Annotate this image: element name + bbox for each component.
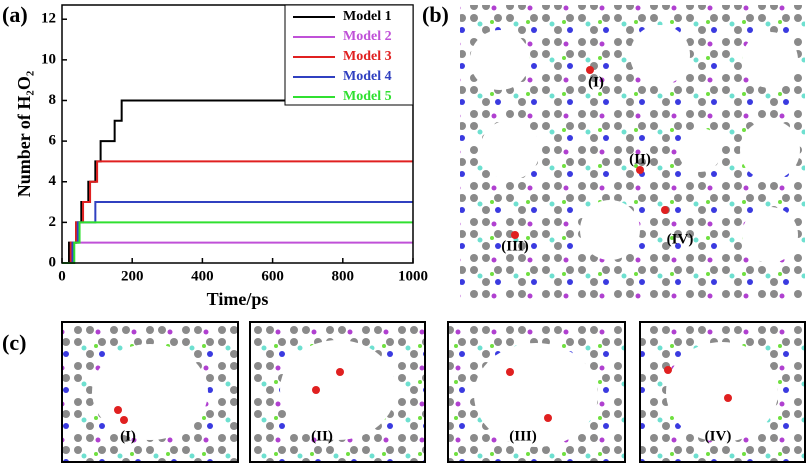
y-tick-label: 10 (41, 51, 56, 67)
x-tick-label: 600 (261, 268, 284, 284)
y-tick-label: 8 (49, 92, 57, 108)
y-tick-label: 2 (49, 214, 57, 230)
y-tick-label: 6 (49, 133, 57, 149)
series-line (62, 241, 413, 264)
y-tick-label: 4 (49, 173, 57, 189)
site-label: (II) (311, 428, 333, 444)
panel-label: (a) (2, 2, 28, 27)
x-axis-label: Time/ps (207, 289, 269, 309)
legend-label: Model 4 (343, 69, 392, 84)
panel-label: (c) (2, 330, 26, 355)
panel-label: (b) (422, 2, 449, 27)
site-label: (I) (120, 428, 136, 444)
legend-label: Model 3 (343, 49, 392, 64)
x-tick-label: 0 (58, 268, 66, 284)
legend-box (284, 4, 414, 106)
site-label: (IV) (667, 231, 694, 247)
y-tick-label: 0 (49, 254, 57, 270)
site-label: (II) (629, 151, 651, 167)
y-axis-label: Number of H₂O₂ (14, 71, 34, 197)
series-line (62, 160, 413, 264)
x-tick-label: 800 (332, 268, 355, 284)
site-label: (III) (501, 238, 529, 254)
plot-frame (61, 4, 414, 264)
legend-label: Model 1 (343, 9, 392, 24)
x-tick-label: 400 (191, 268, 214, 284)
site-label: (IV) (705, 428, 732, 444)
series-line (62, 201, 413, 264)
x-tick-label: 200 (121, 268, 144, 284)
site-label: (I) (588, 74, 604, 90)
site-label: (III) (509, 428, 537, 444)
y-tick-label: 12 (41, 11, 56, 27)
legend-label: Model 5 (343, 89, 392, 104)
zoom-images (61, 321, 806, 463)
series-line (62, 99, 413, 264)
x-tick-label: 1000 (398, 268, 428, 284)
legend-label: Model 2 (343, 29, 392, 44)
structure-image (460, 5, 805, 300)
